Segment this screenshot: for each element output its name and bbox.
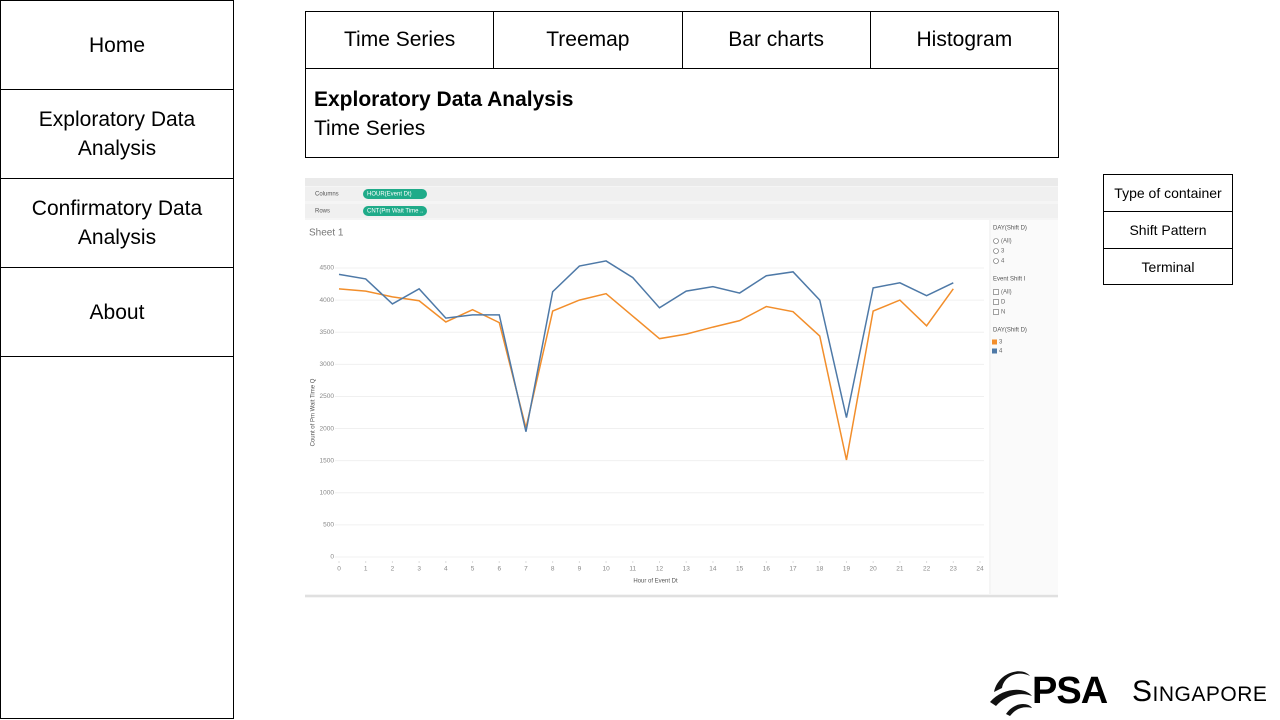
shelf-label: Columns xyxy=(315,192,339,198)
rows-pill xyxy=(363,206,427,216)
header-title: Exploratory Data Analysis xyxy=(314,88,574,111)
y-tick-label: 3500 xyxy=(320,329,335,336)
logo-place: Singapore xyxy=(1132,675,1268,708)
nav-item[interactable]: Confirmatory Data Analysis xyxy=(1,179,233,268)
checkbox xyxy=(993,309,999,315)
filter-option: N xyxy=(1001,310,1005,316)
filter-option: (All) xyxy=(1001,239,1012,245)
y-tick-label: 500 xyxy=(323,522,334,529)
x-tick-label: 0 xyxy=(337,566,341,573)
y-tick-label: 3000 xyxy=(320,361,335,368)
y-axis-label: Count of Pm Wait Time Q xyxy=(311,378,317,446)
x-tick-label: 23 xyxy=(950,566,958,573)
filter-option: (All) xyxy=(1001,290,1012,296)
x-tick-label: 19 xyxy=(843,566,851,573)
sheet xyxy=(305,220,989,594)
x-tick-label: 13 xyxy=(683,566,691,573)
x-tick-label: 11 xyxy=(629,566,636,573)
tab[interactable]: Time Series xyxy=(306,12,495,68)
container-panel: Type of container Shift Pattern Terminal xyxy=(1103,174,1233,285)
filter-option: 3 xyxy=(1001,249,1005,255)
filter-option: 4 xyxy=(1001,259,1005,265)
checkbox xyxy=(993,289,999,295)
x-tick-label: 12 xyxy=(656,566,664,573)
panel-item[interactable]: Type of container xyxy=(1104,175,1232,212)
header-subtitle: Time Series xyxy=(314,117,426,140)
y-tick-label: 2500 xyxy=(320,393,335,400)
legend-swatch xyxy=(992,339,997,345)
x-tick-label: 14 xyxy=(709,566,717,573)
header: Exploratory Data Analysis Time Series xyxy=(305,68,1059,158)
nav-item[interactable]: Home xyxy=(1,1,233,90)
side-nav: Home Exploratory Data Analysis Confirmat… xyxy=(0,0,234,719)
y-tick-label: 4000 xyxy=(320,297,335,304)
panel-item[interactable]: Shift Pattern xyxy=(1104,212,1232,249)
y-tick-label: 0 xyxy=(330,554,334,561)
shelf-label: Rows xyxy=(315,209,330,215)
nav-item[interactable]: Exploratory Data Analysis xyxy=(1,90,233,179)
legend-entry: 4 xyxy=(999,349,1003,355)
y-tick-label: 1500 xyxy=(320,457,335,464)
checkbox xyxy=(993,299,999,305)
radio xyxy=(993,258,999,264)
columns-pill xyxy=(363,189,427,199)
nav-item[interactable]: About xyxy=(1,268,233,357)
x-tick-label: 17 xyxy=(789,566,797,573)
columns-shelf xyxy=(305,187,1058,201)
logo: PSA Singapore xyxy=(988,662,1276,718)
tab-bar: Time Series Treemap Bar charts Histogram xyxy=(305,11,1059,69)
toolbar xyxy=(305,178,1058,186)
x-tick-label: 8 xyxy=(551,566,555,573)
x-tick-label: 18 xyxy=(816,566,824,573)
sheet-title: Sheet 1 xyxy=(309,228,344,239)
shelf-pill-text: HOUR(Event Dt) xyxy=(367,192,412,198)
filter-title: Event Shift I xyxy=(993,277,1026,283)
x-tick-label: 1 xyxy=(364,566,368,573)
panel-item[interactable]: Terminal xyxy=(1141,258,1195,275)
x-tick-label: 16 xyxy=(763,566,771,573)
tab[interactable]: Bar charts xyxy=(683,12,871,68)
series-line xyxy=(338,288,954,461)
legend-entry: 3 xyxy=(999,340,1003,346)
y-tick-label: 2000 xyxy=(320,425,335,432)
radio xyxy=(993,238,999,244)
x-tick-label: 20 xyxy=(870,566,878,573)
x-tick-label: 3 xyxy=(417,566,421,573)
filter-panel xyxy=(991,220,1058,594)
tab[interactable]: Histogram xyxy=(916,28,1013,51)
x-tick-label: 21 xyxy=(896,566,904,573)
x-tick-label: 24 xyxy=(976,566,984,573)
x-tick-label: 9 xyxy=(578,566,582,573)
tab[interactable]: Treemap xyxy=(494,12,683,68)
x-tick-label: 22 xyxy=(923,566,931,573)
x-axis-label: Hour of Event Dt xyxy=(633,579,678,585)
y-tick-label: 1000 xyxy=(320,489,335,496)
legend-title: DAY(Shift D) xyxy=(993,328,1027,334)
x-tick-label: 6 xyxy=(497,566,501,573)
x-tick-label: 10 xyxy=(602,566,610,573)
x-tick-label: 2 xyxy=(391,566,395,573)
series-line xyxy=(338,260,954,432)
legend-swatch xyxy=(992,348,997,354)
filter-option: D xyxy=(1001,300,1006,306)
y-tick-label: 4500 xyxy=(320,265,335,272)
logo-mark xyxy=(990,671,1032,716)
shelf-pill-text: CNT(Pm Wait Time .. xyxy=(367,209,424,215)
filter-title: DAY(Shift D) xyxy=(993,226,1027,232)
logo-brand: PSA xyxy=(1032,670,1108,712)
rows-shelf xyxy=(305,204,1058,218)
x-tick-label: 7 xyxy=(524,566,528,573)
chart: Columns HOUR(Event Dt) Rows CNT(Pm Wait Tim… xyxy=(305,178,1058,598)
x-tick-label: 15 xyxy=(736,566,744,573)
radio xyxy=(993,248,999,254)
x-tick-label: 4 xyxy=(444,566,448,573)
x-tick-label: 5 xyxy=(471,566,475,573)
